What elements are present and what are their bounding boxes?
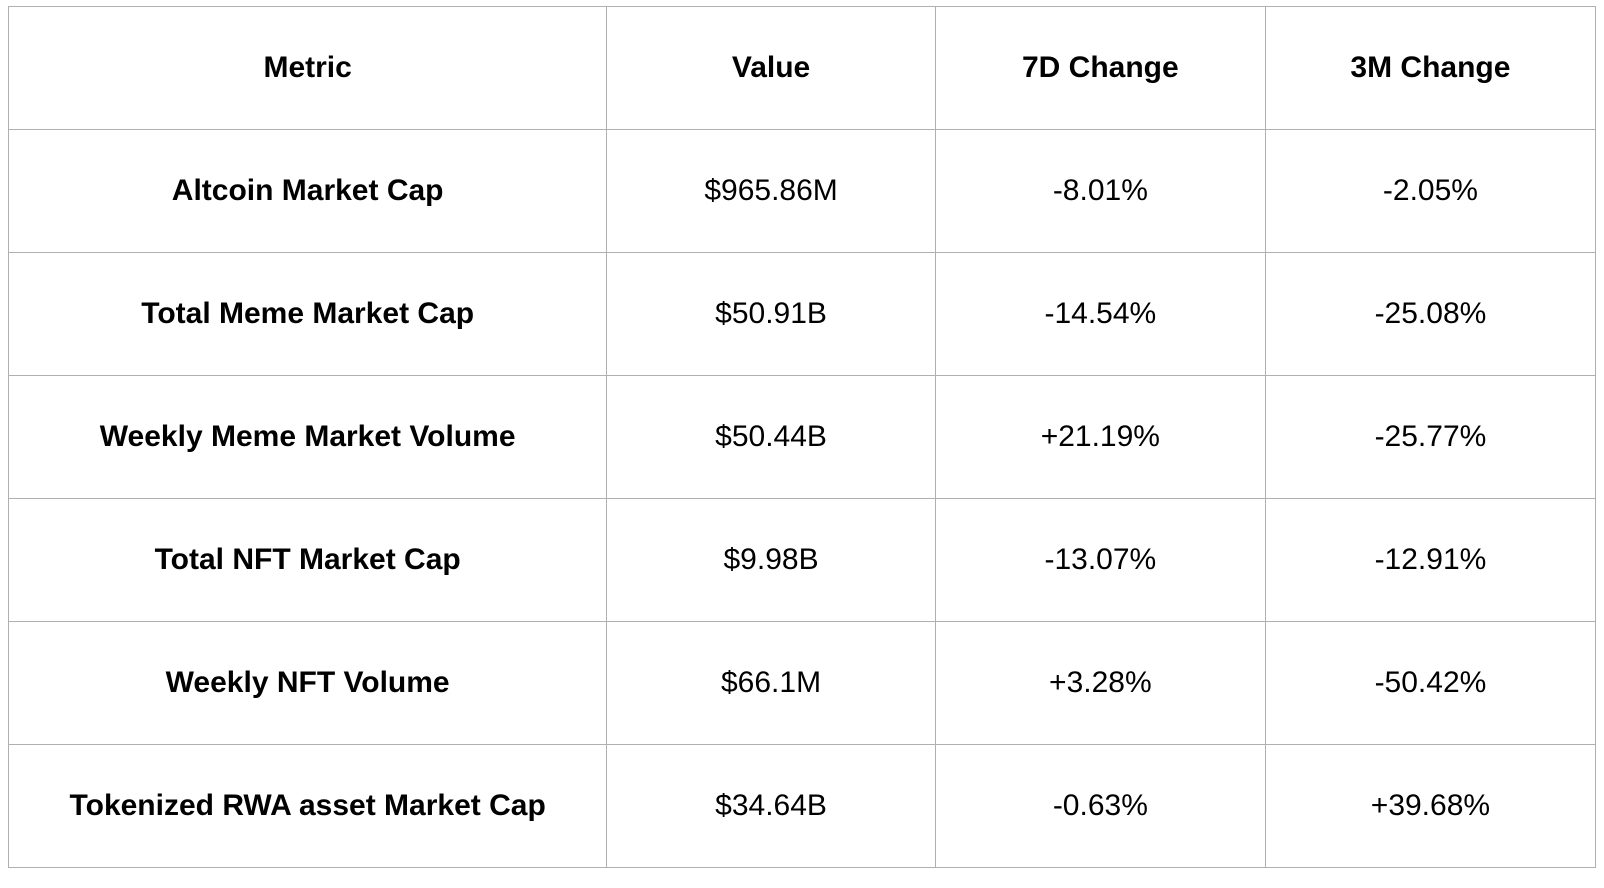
value-cell: $34.64B xyxy=(606,744,936,868)
metric-cell: Altcoin Market Cap xyxy=(7,129,608,253)
column-header-metric: Metric xyxy=(7,6,608,130)
change-7d-cell: -8.01% xyxy=(934,129,1266,253)
column-header-value: Value xyxy=(606,6,936,130)
metric-cell: Total NFT Market Cap xyxy=(7,498,608,622)
metric-cell: Total Meme Market Cap xyxy=(7,252,608,376)
table-row-tokenized-rwa-asset-market-cap: Tokenized RWA asset Market Cap $34.64B -… xyxy=(7,744,1597,868)
column-header-3m-change: 3M Change xyxy=(1264,6,1597,130)
metrics-table-container: Metric Value 7D Change 3M Change Altcoin… xyxy=(7,6,1597,868)
value-cell: $50.91B xyxy=(606,252,936,376)
metric-cell: Tokenized RWA asset Market Cap xyxy=(7,744,608,868)
table-header-row: Metric Value 7D Change 3M Change xyxy=(7,6,1597,130)
change-3m-cell: +39.68% xyxy=(1264,744,1597,868)
value-cell: $9.98B xyxy=(606,498,936,622)
value-cell: $66.1M xyxy=(606,621,936,745)
change-7d-cell: -0.63% xyxy=(934,744,1266,868)
table-row-altcoin-market-cap: Altcoin Market Cap $965.86M -8.01% -2.05… xyxy=(7,129,1597,253)
change-3m-cell: -50.42% xyxy=(1264,621,1597,745)
table-row-weekly-meme-market-volume: Weekly Meme Market Volume $50.44B +21.19… xyxy=(7,375,1597,499)
change-3m-cell: -25.08% xyxy=(1264,252,1597,376)
column-header-7d-change: 7D Change xyxy=(934,6,1266,130)
change-7d-cell: +21.19% xyxy=(934,375,1266,499)
table-row-total-meme-market-cap: Total Meme Market Cap $50.91B -14.54% -2… xyxy=(7,252,1597,376)
change-7d-cell: -14.54% xyxy=(934,252,1266,376)
change-3m-cell: -12.91% xyxy=(1264,498,1597,622)
change-3m-cell: -2.05% xyxy=(1264,129,1597,253)
value-cell: $50.44B xyxy=(606,375,936,499)
table-row-weekly-nft-volume: Weekly NFT Volume $66.1M +3.28% -50.42% xyxy=(7,621,1597,745)
crypto-metrics-table: Metric Value 7D Change 3M Change Altcoin… xyxy=(7,6,1597,868)
table-row-total-nft-market-cap: Total NFT Market Cap $9.98B -13.07% -12.… xyxy=(7,498,1597,622)
metric-cell: Weekly NFT Volume xyxy=(7,621,608,745)
change-3m-cell: -25.77% xyxy=(1264,375,1597,499)
metric-cell: Weekly Meme Market Volume xyxy=(7,375,608,499)
change-7d-cell: +3.28% xyxy=(934,621,1266,745)
change-7d-cell: -13.07% xyxy=(934,498,1266,622)
value-cell: $965.86M xyxy=(606,129,936,253)
